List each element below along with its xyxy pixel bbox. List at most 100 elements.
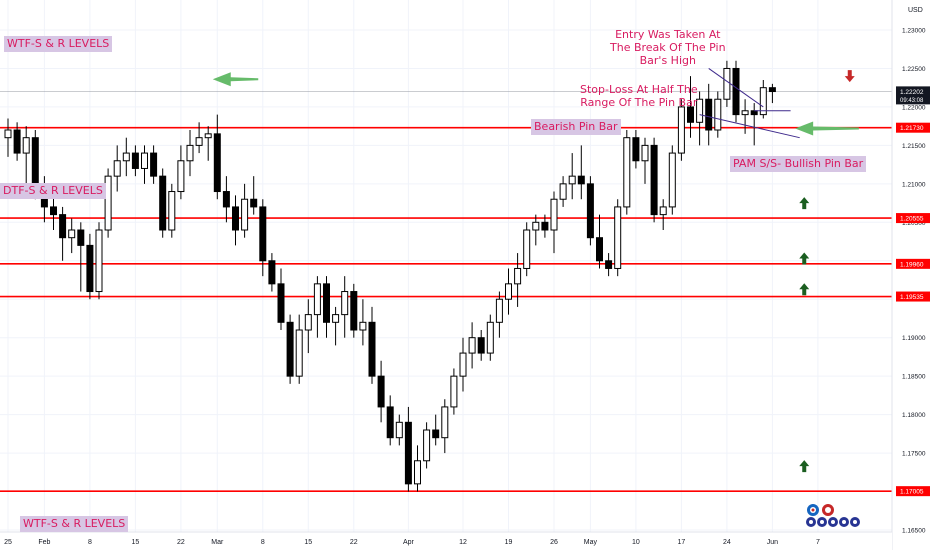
price-tick-label: 1.20500 xyxy=(902,220,926,227)
candle xyxy=(668,145,676,215)
entry-note: Entry Was Taken At The Break Of The Pin … xyxy=(610,28,726,67)
candle xyxy=(641,137,649,184)
candle-body xyxy=(141,152,148,169)
up-arrow-icon xyxy=(799,460,810,473)
candle xyxy=(468,322,476,369)
time-tick-label: 8 xyxy=(88,539,92,546)
candle xyxy=(623,130,631,215)
price-tick-label: 1.23000 xyxy=(902,28,926,35)
candle xyxy=(159,168,167,238)
candle-body xyxy=(605,260,613,269)
current-price-tag xyxy=(896,86,930,105)
candle-body xyxy=(286,321,294,377)
candle-body xyxy=(723,67,731,100)
candle xyxy=(204,126,212,161)
candle-body xyxy=(232,206,239,231)
candle-body xyxy=(295,329,303,377)
candle-body xyxy=(414,460,421,485)
candle-body xyxy=(50,206,57,216)
candle-body xyxy=(341,291,349,316)
candle-body xyxy=(759,87,767,116)
candle-body xyxy=(514,267,522,285)
candle xyxy=(577,145,585,200)
candle xyxy=(77,222,85,292)
candle-body xyxy=(213,133,221,193)
candle-body xyxy=(659,206,667,216)
candle xyxy=(505,268,512,315)
price-tick-label: 1.21500 xyxy=(902,143,926,150)
candle-body xyxy=(677,106,685,154)
candle xyxy=(323,276,330,338)
price-tick-label: 1.22500 xyxy=(902,66,926,73)
candle xyxy=(632,130,640,169)
candle-body xyxy=(450,375,458,408)
candle-body xyxy=(186,144,194,162)
candle-body xyxy=(477,337,485,354)
candle xyxy=(150,145,158,184)
price-tick-label: 1.18500 xyxy=(902,374,926,381)
candle-body xyxy=(468,337,476,354)
wtf-levels-label-bottom: WTF-S & R LEVELS xyxy=(20,516,129,532)
price-axis[interactable]: USD 1.23000 1.22500 1.22000 1.21500 1.21000 1.… xyxy=(891,0,932,550)
time-axis-bg xyxy=(0,532,892,550)
candle-body xyxy=(177,160,185,193)
candles-group xyxy=(4,60,776,492)
candle-body xyxy=(113,160,121,177)
candle xyxy=(332,306,340,346)
flags-logo-icon xyxy=(806,504,860,527)
candle xyxy=(423,422,431,469)
time-tick-label: 7 xyxy=(816,539,820,546)
candle xyxy=(177,145,185,200)
candle xyxy=(723,60,731,107)
candle xyxy=(659,199,667,230)
candle xyxy=(514,253,522,307)
candle-body xyxy=(22,137,30,154)
candle-body xyxy=(277,283,285,323)
candle-body xyxy=(304,314,312,331)
candle xyxy=(250,176,258,215)
candle xyxy=(523,222,531,277)
candle-body xyxy=(523,229,531,269)
candle xyxy=(222,176,230,223)
candle-body xyxy=(687,106,694,123)
candle-body xyxy=(714,98,722,131)
price-tick-label: 1.18000 xyxy=(902,412,926,419)
candle xyxy=(377,360,385,423)
candle-body xyxy=(150,152,158,177)
down-arrow-icon xyxy=(844,70,855,83)
time-tick-label: 19 xyxy=(505,539,513,546)
candle-body xyxy=(77,229,85,246)
candle xyxy=(213,114,221,200)
level-price-text: 1.17005 xyxy=(900,489,924,496)
candle-body xyxy=(395,421,403,439)
time-tick-label: 15 xyxy=(304,539,312,546)
candle xyxy=(195,122,203,154)
pam-bullish-pin-bar-label: PAM S/S- Bullish Pin Bar xyxy=(730,156,867,172)
stop-loss-pointer-line xyxy=(699,114,800,139)
entry-pointer-line xyxy=(708,68,764,108)
candle xyxy=(696,91,704,146)
candle-body xyxy=(505,283,512,300)
candle-body xyxy=(241,198,249,231)
candle xyxy=(341,276,349,338)
time-tick-label: 17 xyxy=(678,539,686,546)
time-tick-label: 10 xyxy=(632,539,640,546)
candle-body xyxy=(486,321,494,354)
candle-body xyxy=(459,352,467,377)
candle-body xyxy=(59,214,67,239)
time-axis[interactable]: 25 Feb 8 15 22 Mar 8 15 22 Apr 12 19 26 May 10 17 24 Jun 7 xyxy=(0,531,892,550)
candle xyxy=(532,214,540,246)
candle-body xyxy=(332,314,340,323)
candle xyxy=(541,214,549,238)
candle xyxy=(459,337,467,392)
time-tick-label: 12 xyxy=(459,539,467,546)
green-arrow-right xyxy=(795,121,859,136)
candle xyxy=(277,268,285,330)
candle xyxy=(395,414,403,446)
candle xyxy=(759,80,767,119)
stop-loss-note: Stop-Loss At Half The Range Of The Pin B… xyxy=(580,83,698,109)
candle-body xyxy=(195,137,203,146)
candle xyxy=(614,199,622,277)
up-arrow-icon xyxy=(799,197,810,210)
